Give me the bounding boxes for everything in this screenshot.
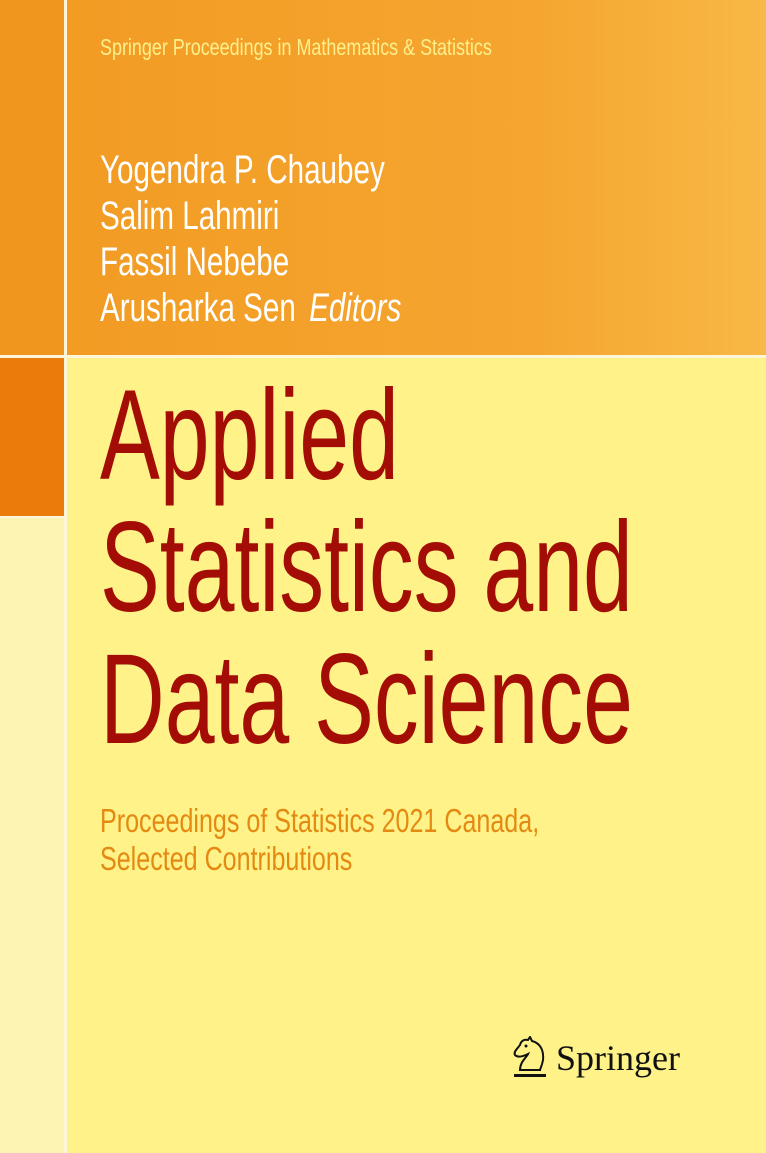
publisher-name: Springer — [556, 1038, 680, 1078]
top-band — [0, 0, 766, 355]
strip-divider — [0, 516, 64, 518]
editor-name-last: Arusharka Sen Editors — [100, 286, 401, 330]
horizontal-divider — [0, 355, 766, 358]
series-title: Springer Proceedings in Mathematics & St… — [100, 34, 492, 60]
book-title-line: Statistics and — [100, 496, 633, 639]
left-strip-top — [0, 0, 64, 355]
left-strip-accent — [0, 358, 64, 516]
editor-name: Yogendra P. Chaubey — [100, 148, 385, 192]
knight-chess-piece-icon — [513, 1036, 546, 1077]
vertical-divider — [64, 0, 67, 1153]
book-title-line: Data Science — [100, 628, 633, 771]
editors-label: Editors — [309, 286, 402, 330]
publisher-logo: Springer — [510, 1036, 680, 1080]
subtitle-line: Proceedings of Statistics 2021 Canada, — [100, 802, 540, 839]
subtitle-line: Selected Contributions — [100, 840, 353, 877]
left-strip-bottom — [0, 518, 64, 1153]
editor-name: Salim Lahmiri — [100, 194, 280, 238]
editor-name: Arusharka Sen — [100, 286, 296, 330]
editor-name: Fassil Nebebe — [100, 240, 290, 284]
book-title-line: Applied — [100, 364, 399, 507]
